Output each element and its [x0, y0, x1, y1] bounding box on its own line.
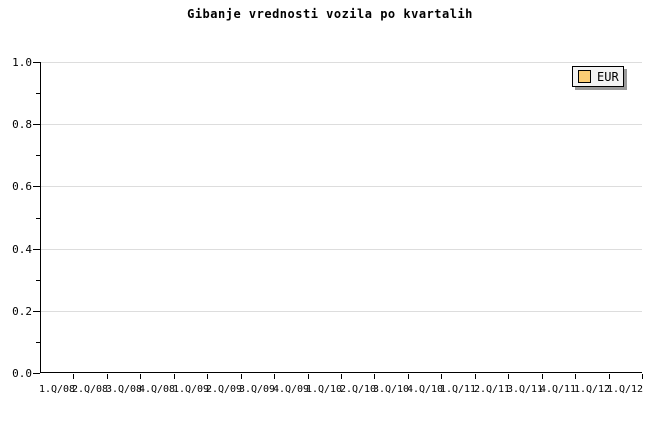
x-axis-tick	[642, 374, 643, 379]
x-axis-tick	[341, 374, 342, 379]
y-axis-label: 0.0	[12, 367, 32, 380]
x-axis-label: 1.Q/08	[38, 384, 76, 395]
y-axis-label: 0.4	[12, 243, 32, 256]
x-axis-label: 2.Q/08	[71, 384, 109, 395]
x-axis-tick	[508, 374, 509, 379]
y-axis-label: 1.0	[12, 56, 32, 69]
y-gridline	[41, 62, 642, 63]
x-axis-label: 1.Q/10	[305, 384, 343, 395]
y-gridline	[41, 311, 642, 312]
x-axis-label: 3.Q/09	[238, 384, 276, 395]
x-axis-label: 4.Q/09	[272, 384, 310, 395]
x-axis-label: 2.Q/10	[339, 384, 377, 395]
x-axis-tick	[575, 374, 576, 379]
x-axis-tick	[441, 374, 442, 379]
y-axis-label: 0.2	[12, 305, 32, 318]
x-axis-tick	[174, 374, 175, 379]
x-axis-tick	[241, 374, 242, 379]
x-axis-tick	[609, 374, 610, 379]
x-axis-label: 2.Q/09	[205, 384, 243, 395]
x-axis-tick	[542, 374, 543, 379]
plot-area	[40, 62, 642, 373]
x-axis-label: 1.Q/11	[439, 384, 477, 395]
legend: EUR	[572, 66, 624, 87]
y-axis-major-tick	[33, 249, 40, 250]
y-gridline	[41, 186, 642, 187]
y-axis-major-tick	[33, 373, 40, 374]
y-axis-minor-tick	[36, 155, 40, 156]
x-axis-label: 1.Q/12	[573, 384, 611, 395]
x-axis-label: 3.Q/08	[105, 384, 143, 395]
y-axis-major-tick	[33, 311, 40, 312]
x-axis-tick	[308, 374, 309, 379]
y-axis-minor-tick	[36, 93, 40, 94]
y-axis-label: 0.6	[12, 180, 32, 193]
x-axis-tick	[274, 374, 275, 379]
legend-label-eur: EUR	[597, 69, 619, 84]
y-gridline	[41, 124, 642, 125]
x-axis-label: 1.Q/09	[172, 384, 210, 395]
y-gridline	[41, 249, 642, 250]
x-axis-label: 3.Q/11	[506, 384, 544, 395]
y-axis-major-tick	[33, 186, 40, 187]
legend-swatch-eur	[578, 70, 591, 83]
y-axis-label: 0.8	[12, 118, 32, 131]
x-axis-label: 1.Q/12	[606, 384, 644, 395]
x-axis-tick	[140, 374, 141, 379]
x-axis-tick	[408, 374, 409, 379]
x-axis-tick	[207, 374, 208, 379]
x-axis-label: 4.Q/08	[138, 384, 176, 395]
y-axis-minor-tick	[36, 342, 40, 343]
x-axis-tick	[475, 374, 476, 379]
y-axis-major-tick	[33, 124, 40, 125]
x-axis-tick	[73, 374, 74, 379]
y-axis-minor-tick	[36, 218, 40, 219]
y-axis-minor-tick	[36, 280, 40, 281]
x-axis-label: 2.Q/11	[473, 384, 511, 395]
x-axis-tick	[107, 374, 108, 379]
x-axis-tick	[374, 374, 375, 379]
x-axis-label: 4.Q/11	[539, 384, 577, 395]
x-axis-label: 3.Q/10	[372, 384, 410, 395]
y-axis-major-tick	[33, 62, 40, 63]
chart-title: Gibanje vrednosti vozila po kvartalih	[187, 7, 473, 21]
x-axis-label: 4.Q/10	[406, 384, 444, 395]
